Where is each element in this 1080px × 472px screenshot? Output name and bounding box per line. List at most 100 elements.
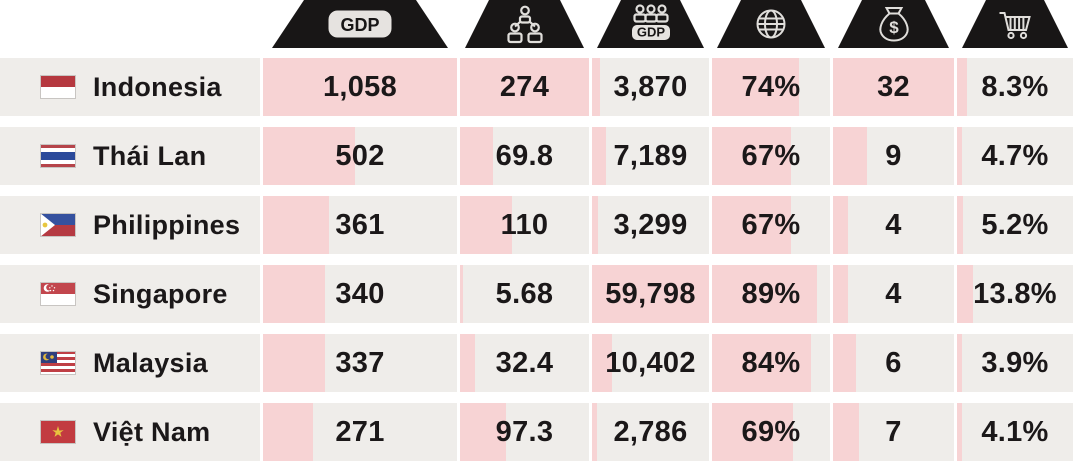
cell-value: 69.8 xyxy=(495,139,554,172)
country-name: Malaysia xyxy=(93,347,208,378)
cell-internet-percent: 67% xyxy=(712,127,830,185)
cell-internet-percent: 84% xyxy=(712,334,830,392)
value-bar xyxy=(263,403,313,461)
column-tab-gdp: GDP xyxy=(272,0,448,48)
cell-value: 7 xyxy=(885,415,902,448)
cell-value: 5.68 xyxy=(495,277,554,310)
cell-population: 32.4 xyxy=(460,334,589,392)
cell-population: 274 xyxy=(460,58,589,116)
cell-population: 69.8 xyxy=(460,127,589,185)
svg-text:GDP: GDP xyxy=(340,15,379,35)
cell-gdp: 271 xyxy=(263,403,457,461)
value-bar xyxy=(712,196,792,254)
country-cell: Singapore xyxy=(0,265,260,323)
cell-value: 7,189 xyxy=(613,139,688,172)
gdp-badge-icon: GDP xyxy=(327,9,393,39)
cell-value: 74% xyxy=(741,70,801,103)
cell-value: 1,058 xyxy=(322,70,398,103)
value-bar xyxy=(592,58,600,116)
header-country-spacer xyxy=(0,0,260,48)
table-row: Malaysia 337 32.4 10,402 84% 6 xyxy=(0,334,1073,392)
population-people-icon xyxy=(505,4,545,44)
cell-internet-percent: 67% xyxy=(712,196,830,254)
table-row: Thái Lan 502 69.8 7,189 67% 9 xyxy=(0,127,1073,185)
value-bar xyxy=(712,265,818,323)
country-cell: Việt Nam xyxy=(0,403,260,461)
gdp-per-capita-icon: GDP xyxy=(629,3,673,45)
cell-ecommerce-percent: 4.1% xyxy=(957,403,1073,461)
country-name: Philippines xyxy=(93,209,241,240)
cell-value: 10,402 xyxy=(605,346,696,379)
table-row: Indonesia 1,058 274 3,870 74% 32 xyxy=(0,58,1073,116)
cell-gdp-per-capita: 10,402 xyxy=(592,334,709,392)
cell-value: 9 xyxy=(885,139,902,172)
value-bar xyxy=(957,127,963,185)
cell-internet-percent: 74% xyxy=(712,58,830,116)
table-row: Philippines 361 110 3,299 67% 4 xyxy=(0,196,1073,254)
svg-text:$: $ xyxy=(889,18,899,37)
cell-value: 502 xyxy=(335,139,385,172)
cell-value: 4.7% xyxy=(981,139,1049,172)
cell-value: 8.3% xyxy=(981,70,1049,103)
cell-gdp: 502 xyxy=(263,127,457,185)
value-bar xyxy=(712,403,794,461)
country-cell: Philippines xyxy=(0,196,260,254)
cell-value: 89% xyxy=(741,277,801,310)
cell-value: 32.4 xyxy=(495,346,554,379)
cell-value: 4 xyxy=(885,208,902,241)
cell-population: 5.68 xyxy=(460,265,589,323)
value-bar xyxy=(957,265,973,323)
value-bar xyxy=(957,58,967,116)
indonesia-flag-icon xyxy=(40,75,76,99)
value-bar xyxy=(833,403,860,461)
cell-ecommerce-percent: 3.9% xyxy=(957,334,1073,392)
value-bar xyxy=(263,58,457,116)
cell-value: 69% xyxy=(741,415,801,448)
value-bar xyxy=(460,403,506,461)
cell-value: 3,870 xyxy=(613,70,688,103)
value-bar xyxy=(592,127,607,185)
value-bar xyxy=(592,334,613,392)
shopping-cart-icon xyxy=(995,5,1035,43)
cell-value: 4.1% xyxy=(981,415,1049,448)
value-bar xyxy=(957,403,962,461)
cell-ecommerce-percent: 8.3% xyxy=(957,58,1073,116)
column-tab-ecommerce xyxy=(962,0,1068,48)
value-bar xyxy=(833,265,849,323)
cell-value: 337 xyxy=(335,346,385,379)
cell-value: 271 xyxy=(335,415,385,448)
cell-gdp-per-capita: 7,189 xyxy=(592,127,709,185)
cell-gdp: 340 xyxy=(263,265,457,323)
value-bar xyxy=(592,265,709,323)
cell-value: 84% xyxy=(741,346,801,379)
value-bar xyxy=(712,334,812,392)
cell-billionaires: 32 xyxy=(833,58,954,116)
vietnam-flag-icon xyxy=(40,420,76,444)
cell-billionaires: 9 xyxy=(833,127,954,185)
cell-billionaires: 4 xyxy=(833,196,954,254)
table-row: Việt Nam 271 97.3 2,786 69% 7 xyxy=(0,403,1073,461)
cell-value: 4 xyxy=(885,277,902,310)
value-bar xyxy=(460,265,463,323)
cell-ecommerce-percent: 13.8% xyxy=(957,265,1073,323)
value-bar xyxy=(263,196,330,254)
cell-value: 6 xyxy=(885,346,902,379)
country-name: Singapore xyxy=(93,278,228,309)
value-bar xyxy=(833,127,868,185)
value-bar xyxy=(833,196,849,254)
value-bar xyxy=(460,334,476,392)
cell-gdp-per-capita: 2,786 xyxy=(592,403,709,461)
cell-billionaires: 6 xyxy=(833,334,954,392)
cell-value: 32 xyxy=(877,70,910,103)
cell-value: 274 xyxy=(499,70,550,103)
cell-internet-percent: 69% xyxy=(712,403,830,461)
value-bar xyxy=(712,58,800,116)
value-bar xyxy=(833,334,856,392)
cell-value: 13.8% xyxy=(973,277,1057,310)
cell-value: 110 xyxy=(500,208,549,241)
cell-ecommerce-percent: 4.7% xyxy=(957,127,1073,185)
philippines-flag-icon xyxy=(40,213,76,237)
singapore-flag-icon xyxy=(40,282,76,306)
thailand-flag-icon xyxy=(40,144,76,168)
